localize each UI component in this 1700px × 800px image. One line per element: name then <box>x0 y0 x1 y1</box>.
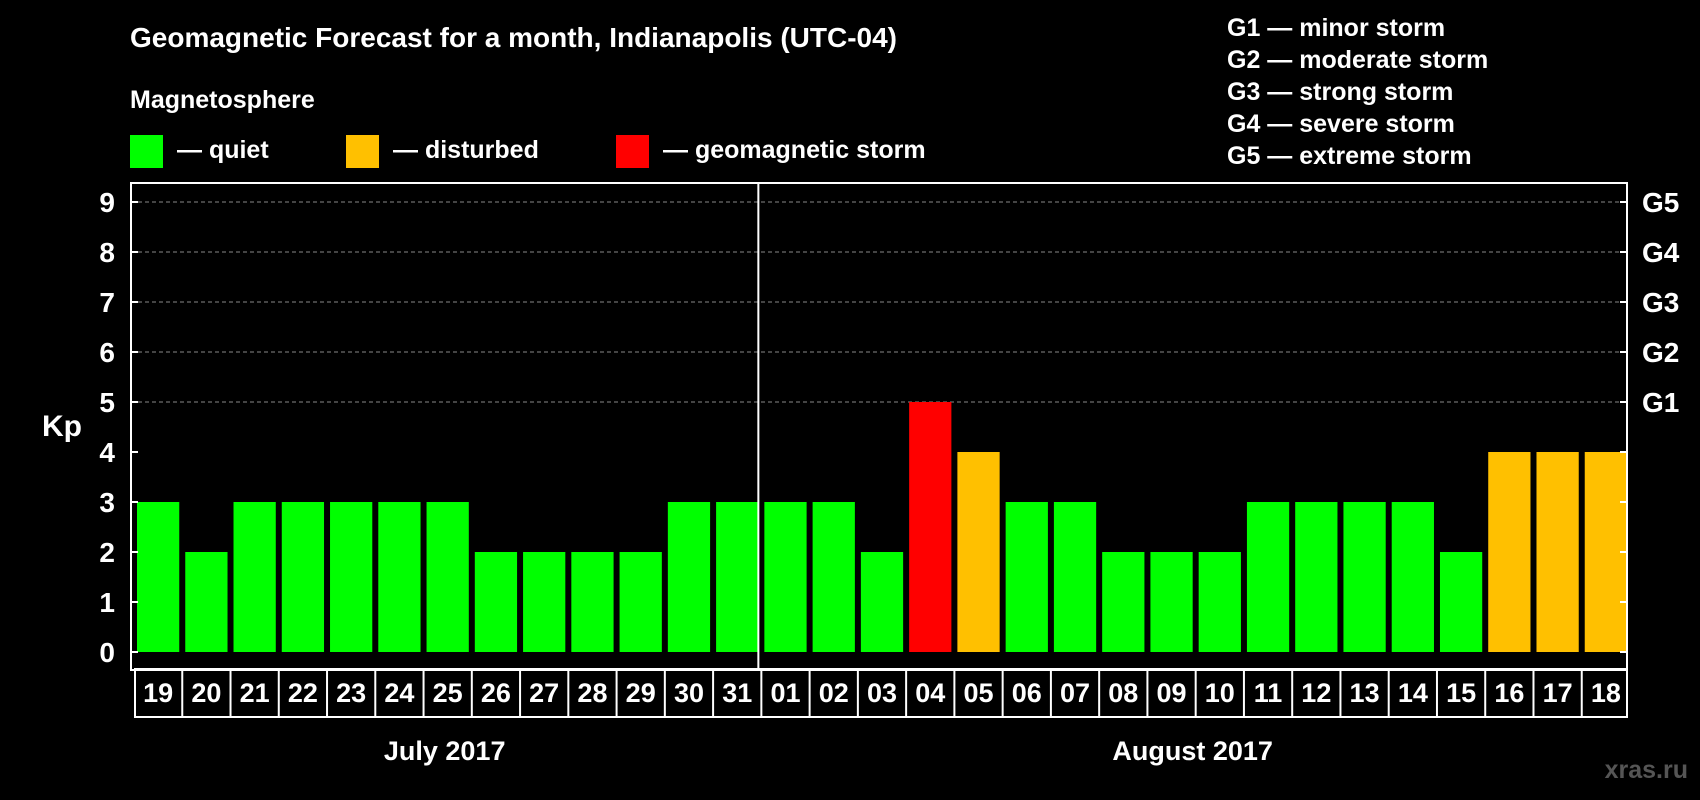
y-tick-label-7: 7 <box>99 287 115 318</box>
legend-label-storm: — geomagnetic storm <box>663 136 926 164</box>
date-label-05: 05 <box>963 678 993 708</box>
y-tick-label-6: 6 <box>99 337 115 368</box>
date-label-17: 17 <box>1543 678 1573 708</box>
bar-07 <box>1053 502 1097 652</box>
month-label-july: July 2017 <box>383 736 506 766</box>
bar-25 <box>426 502 469 652</box>
date-label-20: 20 <box>191 678 221 708</box>
bar-14 <box>1391 502 1434 652</box>
bar-13 <box>1343 502 1386 652</box>
bar-09 <box>1150 552 1193 652</box>
g-scale-g3: G3 — strong storm <box>1227 78 1454 106</box>
y-tick-label-5: 5 <box>99 387 115 418</box>
date-label-15: 15 <box>1446 678 1476 708</box>
y-tick-label-1: 1 <box>99 587 115 618</box>
date-label-19: 19 <box>143 678 173 708</box>
chart-title: Geomagnetic Forecast for a month, Indian… <box>130 22 897 53</box>
date-label-04: 04 <box>915 678 945 708</box>
bar-18 <box>1584 452 1627 652</box>
date-label-28: 28 <box>577 678 607 708</box>
bar-31 <box>716 502 759 652</box>
bar-11 <box>1246 502 1290 652</box>
bar-03 <box>860 552 904 652</box>
bar-24 <box>378 502 421 652</box>
date-label-23: 23 <box>336 678 366 708</box>
date-row-frame <box>134 668 1628 718</box>
bar-04 <box>909 402 952 652</box>
watermark: xras.ru <box>1604 756 1688 784</box>
g-label-G5: G5 <box>1642 187 1679 218</box>
bar-22 <box>281 502 325 652</box>
bar-29 <box>619 552 662 652</box>
bar-23 <box>330 502 373 652</box>
date-label-22: 22 <box>288 678 318 708</box>
date-label-24: 24 <box>384 678 414 708</box>
date-label-08: 08 <box>1108 678 1138 708</box>
date-label-13: 13 <box>1350 678 1380 708</box>
g-label-G4: G4 <box>1642 237 1680 268</box>
g-scale-g2: G2 — moderate storm <box>1227 46 1489 74</box>
date-label-12: 12 <box>1301 678 1331 708</box>
bar-19 <box>137 502 180 652</box>
date-label-30: 30 <box>674 678 704 708</box>
bar-17 <box>1536 452 1579 652</box>
date-label-16: 16 <box>1494 678 1524 708</box>
y-axis-label: Kp <box>42 410 82 443</box>
bar-10 <box>1198 552 1241 652</box>
date-label-26: 26 <box>481 678 511 708</box>
bar-12 <box>1295 502 1338 652</box>
g-label-G3: G3 <box>1642 287 1679 318</box>
y-tick-label-8: 8 <box>99 237 115 268</box>
bar-08 <box>1102 552 1145 652</box>
bar-20 <box>185 552 228 652</box>
date-label-06: 06 <box>1012 678 1042 708</box>
g-scale-g5: G5 — extreme storm <box>1227 142 1472 170</box>
y-tick-label-0: 0 <box>99 637 115 668</box>
bar-21 <box>233 502 276 652</box>
y-tick-label-4: 4 <box>99 437 115 468</box>
date-label-14: 14 <box>1398 678 1428 708</box>
legend-swatch-disturbed <box>346 135 379 168</box>
y-tick-label-3: 3 <box>99 487 115 518</box>
date-label-18: 18 <box>1591 678 1621 708</box>
legend-heading: Magnetosphere <box>130 86 315 114</box>
date-label-07: 07 <box>1060 678 1090 708</box>
g-label-G1: G1 <box>1642 387 1679 418</box>
date-label-31: 31 <box>722 678 752 708</box>
bar-28 <box>571 552 614 652</box>
bar-05 <box>957 452 1000 652</box>
y-tick-label-9: 9 <box>99 187 115 218</box>
g-scale-g1: G1 — minor storm <box>1227 14 1446 42</box>
bar-27 <box>523 552 566 652</box>
bar-15 <box>1439 552 1483 652</box>
legend-label-quiet: — quiet <box>177 136 269 164</box>
date-label-21: 21 <box>240 678 270 708</box>
date-label-01: 01 <box>770 678 800 708</box>
date-label-27: 27 <box>529 678 559 708</box>
date-label-09: 09 <box>1157 678 1187 708</box>
date-label-03: 03 <box>867 678 897 708</box>
bar-26 <box>474 552 518 652</box>
date-label-10: 10 <box>1205 678 1235 708</box>
bar-16 <box>1488 452 1531 652</box>
date-label-02: 02 <box>819 678 849 708</box>
g-label-G2: G2 <box>1642 337 1679 368</box>
date-label-29: 29 <box>626 678 656 708</box>
bar-30 <box>667 502 711 652</box>
bar-01 <box>764 502 807 652</box>
bar-06 <box>1005 502 1048 652</box>
legend-swatch-quiet <box>130 135 163 168</box>
legend-swatch-storm <box>616 135 649 168</box>
y-tick-label-2: 2 <box>99 537 115 568</box>
bar-02 <box>812 502 855 652</box>
g-scale-g4: G4 — severe storm <box>1227 110 1455 138</box>
month-label-august: August 2017 <box>1112 736 1273 766</box>
date-label-11: 11 <box>1254 678 1283 708</box>
date-label-25: 25 <box>433 678 463 708</box>
legend-label-disturbed: — disturbed <box>393 136 539 164</box>
